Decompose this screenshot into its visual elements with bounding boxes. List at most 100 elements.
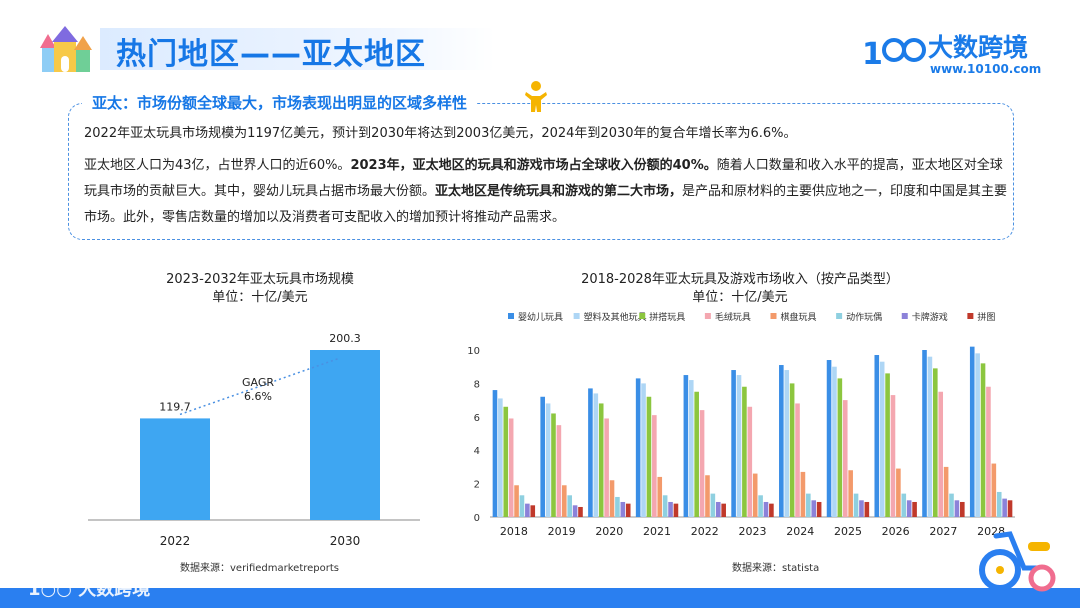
chart2-legend-label: 毛绒玩具 bbox=[715, 311, 751, 323]
chart2-bar bbox=[763, 501, 769, 517]
chart2-y-tick: 6 bbox=[474, 413, 480, 424]
chart2-bar bbox=[525, 503, 530, 517]
chart2-bar bbox=[769, 503, 774, 517]
chart2-bar bbox=[530, 505, 536, 517]
chart1-title: 2023-2032年亚太玩具市场规模 bbox=[166, 272, 354, 287]
chart2-bar bbox=[980, 363, 986, 517]
chart2-bar bbox=[949, 493, 954, 517]
chart2-bar bbox=[715, 501, 721, 517]
chart2-bar bbox=[652, 415, 657, 517]
chart1-source: 数据来源：verifiedmarketreports bbox=[180, 563, 339, 574]
chart2-bar bbox=[625, 503, 631, 517]
chart1-subtitle: 单位：十亿/美元 bbox=[212, 290, 308, 305]
chart2-legend-label: 婴幼儿玩具 bbox=[518, 311, 563, 323]
chart2-bar bbox=[604, 418, 609, 517]
chart2-bar bbox=[514, 485, 519, 517]
chart2-bar bbox=[943, 466, 949, 517]
chart2-bar bbox=[551, 413, 556, 517]
chart2-bar bbox=[975, 353, 980, 517]
chart2-bar bbox=[853, 493, 859, 517]
chart2-legend-swatch bbox=[836, 313, 843, 319]
brand-url: www.10100.com bbox=[930, 62, 1042, 76]
chart2-bar bbox=[901, 493, 907, 517]
chart2-bar bbox=[736, 375, 742, 517]
chart2-bar bbox=[503, 406, 509, 517]
chart1-x-tick: 2022 bbox=[160, 534, 191, 548]
chart2-bar bbox=[498, 398, 503, 517]
chart2-bar bbox=[699, 410, 705, 517]
chart2-bar bbox=[668, 501, 673, 517]
chart2-bar bbox=[837, 378, 843, 517]
chart1-annotation: 6.6% bbox=[244, 390, 272, 403]
chart2-legend-swatch bbox=[573, 313, 580, 319]
chart2-bar bbox=[747, 406, 753, 517]
chart2-bar bbox=[609, 480, 615, 517]
footer-logo-text: 大数跨境 bbox=[78, 579, 151, 600]
footer-logo: 1○○ 大数跨境 bbox=[28, 575, 150, 601]
chart2-bar bbox=[806, 493, 811, 517]
chart2-x-tick: 2020 bbox=[595, 525, 623, 538]
p2-text-1: 亚太地区人口为43亿，占世界人口的近60%。 bbox=[84, 158, 351, 173]
chart2-bar bbox=[578, 506, 583, 517]
chart2-x-tick: 2021 bbox=[643, 525, 671, 538]
chart2-bar bbox=[620, 501, 626, 517]
chart1-value-label: 119.7 bbox=[159, 400, 191, 413]
brand-logo-icon: 1 bbox=[862, 37, 926, 72]
chart2-bar bbox=[673, 503, 679, 517]
chart2-bar bbox=[615, 496, 620, 517]
chart1-growth-line bbox=[179, 357, 341, 416]
chart2-bar bbox=[832, 366, 837, 517]
chart2-bar bbox=[710, 493, 716, 517]
chart1-value-label: 200.3 bbox=[329, 332, 361, 345]
info-paragraph-2: 亚太地区人口为43亿，占世界人口的近60%。2023年，亚太地区的玩具和游戏市场… bbox=[84, 153, 1009, 231]
chart2-bar bbox=[879, 361, 885, 517]
chart2-bar bbox=[662, 495, 668, 517]
chart2-bar bbox=[641, 383, 646, 517]
chart2-bar bbox=[683, 375, 689, 517]
chart2-bar bbox=[859, 500, 864, 517]
chart2-bar bbox=[826, 360, 832, 517]
chart2-bar bbox=[758, 495, 763, 517]
chart2-bar bbox=[885, 373, 890, 517]
chart2-bar bbox=[572, 505, 578, 517]
chart2-source: 数据来源：statista bbox=[732, 563, 820, 574]
chart2-bar bbox=[705, 475, 710, 517]
chart2-legend-swatch bbox=[967, 313, 974, 319]
chart2-bar bbox=[593, 393, 599, 517]
chart2-y-tick: 10 bbox=[467, 346, 480, 357]
chart2-legend-label: 动作玩偶 bbox=[846, 311, 882, 323]
chart2-bar bbox=[986, 386, 991, 517]
chart2-bar bbox=[848, 470, 853, 517]
chart2-bar bbox=[922, 350, 927, 517]
chart2-bar bbox=[795, 403, 800, 517]
p2-bold-1: 2023年，亚太地区的玩具和游戏市场占全球收入份额的40%。 bbox=[350, 158, 717, 173]
chart2-y-tick: 2 bbox=[474, 480, 480, 491]
chart1-bar bbox=[310, 350, 380, 520]
chart2-bar bbox=[784, 370, 790, 517]
chart2-bar bbox=[906, 500, 912, 517]
chart2-x-tick: 2019 bbox=[548, 525, 576, 538]
info-heading-wrap: 亚太：市场份额全球最大，市场表现出明显的区域多样性 bbox=[82, 92, 478, 113]
chart2-bar bbox=[1002, 498, 1007, 517]
chart2-bar bbox=[874, 355, 880, 517]
chart2-bar bbox=[779, 365, 784, 517]
chart2-x-tick: 2023 bbox=[739, 525, 767, 538]
chart2-bar bbox=[657, 476, 663, 517]
chart2-bar bbox=[731, 370, 736, 517]
chart2-bar bbox=[635, 378, 641, 517]
chart2-x-tick: 2022 bbox=[691, 525, 719, 538]
chart2-bar bbox=[811, 500, 817, 517]
chart2-bar bbox=[752, 473, 758, 517]
brand-name: 大数跨境 bbox=[928, 33, 1029, 62]
chart2-legend-swatch bbox=[901, 313, 908, 319]
chart2-bar bbox=[933, 368, 938, 517]
chart2-y-tick: 4 bbox=[474, 446, 480, 457]
chart2-bar bbox=[561, 485, 567, 517]
chart2-bar bbox=[545, 403, 551, 517]
svg-text:1: 1 bbox=[862, 37, 883, 72]
p2-bold-2: 亚太地区是传统玩具和游戏的第二大市场， bbox=[435, 184, 683, 199]
chart2-legend-label: 拼搭玩具 bbox=[649, 311, 685, 323]
chart2-bar bbox=[954, 500, 960, 517]
chart2-bar bbox=[842, 400, 848, 517]
chart2-x-tick: 2018 bbox=[500, 525, 528, 538]
